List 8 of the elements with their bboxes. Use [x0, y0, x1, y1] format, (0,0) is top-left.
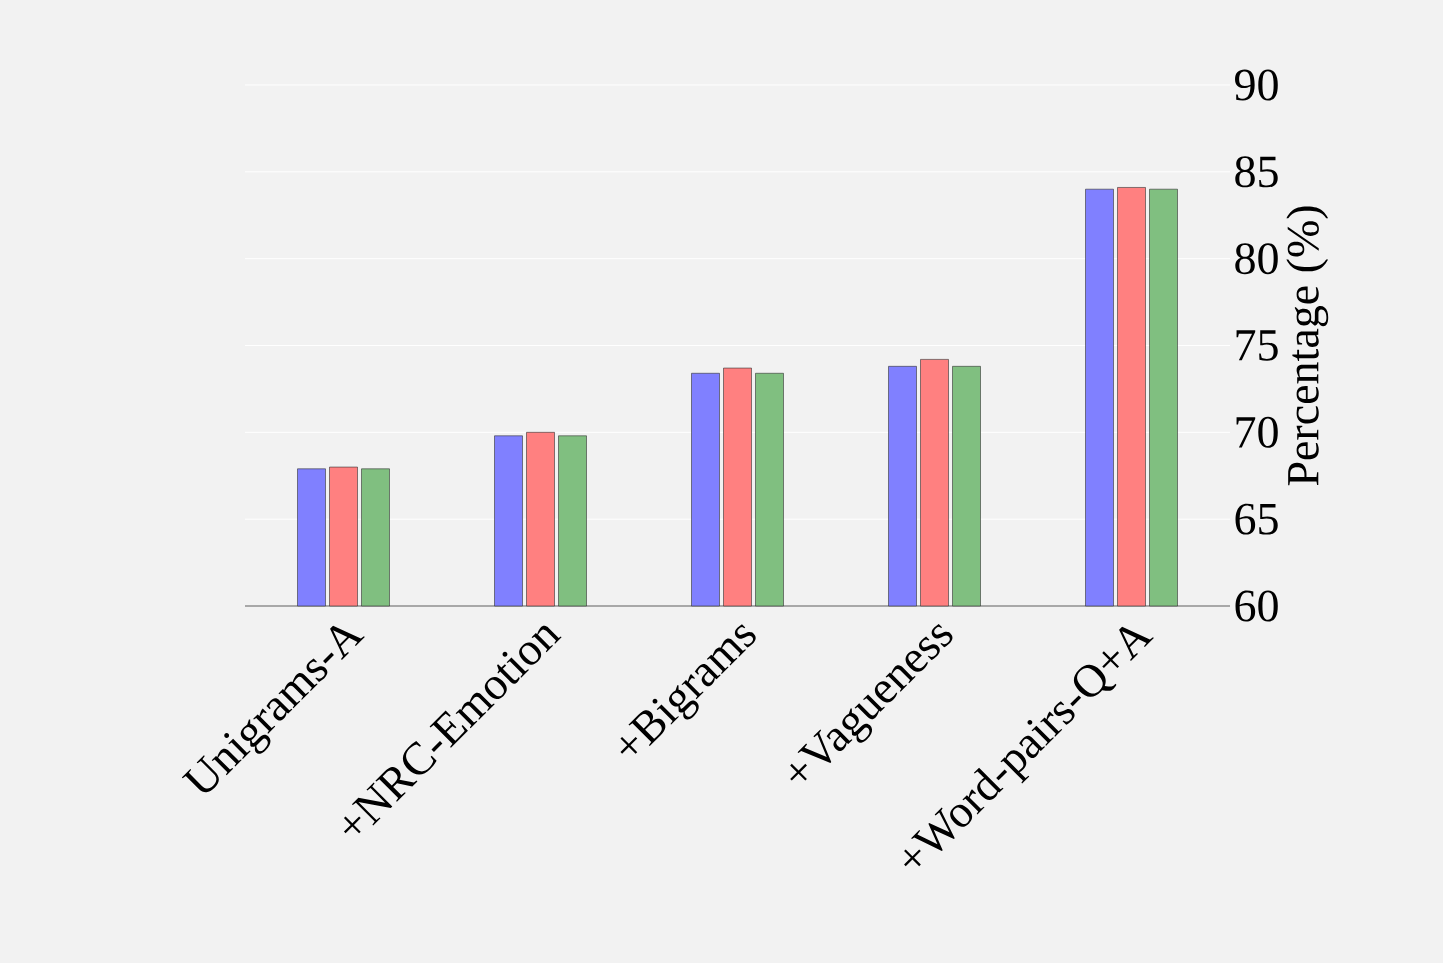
y-tick-label: 75	[1236, 330, 1278, 361]
y-tick-label: 65	[1235, 503, 1278, 535]
y-tick-label: 80	[1235, 243, 1278, 275]
y-tick-label: 70	[1236, 416, 1278, 448]
y-tick-label: 90	[1235, 69, 1278, 101]
y-axis-title: Percentage (%)	[1286, 206, 1329, 486]
y-tick-label: 85	[1235, 156, 1278, 188]
y-tick-label: 60	[1235, 590, 1278, 622]
